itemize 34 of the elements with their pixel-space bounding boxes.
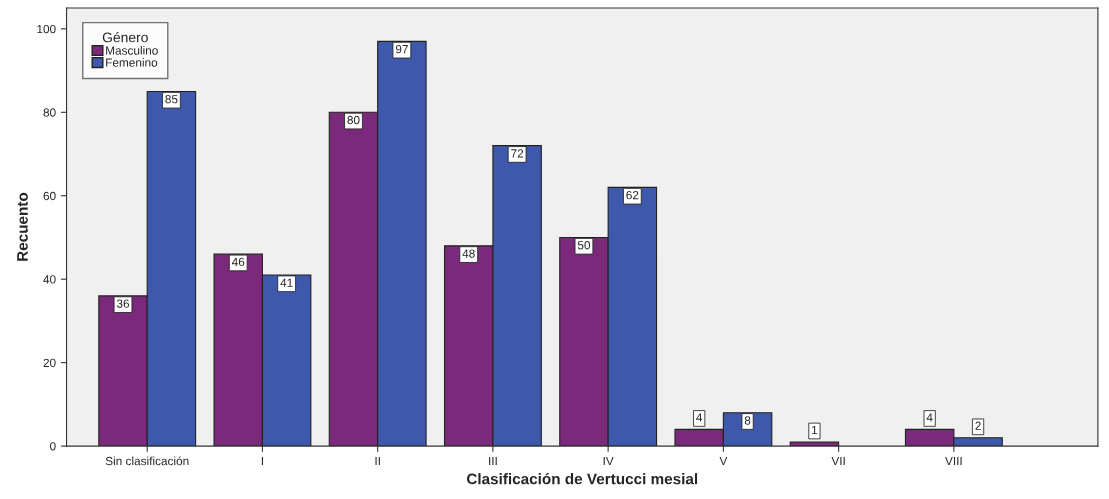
y-tick-label: 100 (37, 24, 56, 34)
x-tick-label: III (489, 456, 497, 466)
x-axis-title: Clasificación de Vertucci mesial (466, 472, 698, 485)
data-label: 97 (395, 44, 408, 54)
data-label: 50 (577, 241, 591, 250)
data-label: 62 (626, 190, 639, 200)
y-tick-label: 20 (43, 358, 56, 368)
data-label: 48 (462, 249, 475, 258)
legend-label: Masculino (106, 46, 158, 55)
legend-label: Femenino (106, 58, 158, 67)
y-axis-title: Recuento (17, 192, 28, 261)
data-label: 41 (280, 278, 293, 287)
y-tick-label: 60 (43, 191, 56, 201)
data-label: 85 (165, 95, 178, 104)
data-label: 8 (744, 416, 751, 425)
data-label: 2 (975, 421, 981, 430)
x-tick-label: II (375, 456, 380, 466)
x-tick-label: V (719, 456, 728, 466)
data-label: 1 (812, 425, 818, 435)
x-tick-label: Sin clasificación (105, 456, 189, 466)
data-label: 36 (116, 299, 130, 308)
y-tick-label: 40 (43, 275, 56, 284)
data-label: 80 (347, 115, 360, 125)
data-label: 4 (696, 413, 703, 422)
data-label: 72 (511, 149, 524, 158)
data-label: 4 (926, 413, 933, 422)
x-tick-label: VIII (945, 456, 962, 466)
y-tick-label: 0 (50, 442, 56, 451)
x-tick-label: I (261, 456, 263, 466)
data-label: 46 (231, 257, 245, 267)
x-tick-label: VII (831, 456, 845, 466)
y-tick-label: 80 (43, 108, 56, 117)
x-tick-label: IV (603, 456, 614, 466)
legend-title: Género (102, 31, 148, 43)
